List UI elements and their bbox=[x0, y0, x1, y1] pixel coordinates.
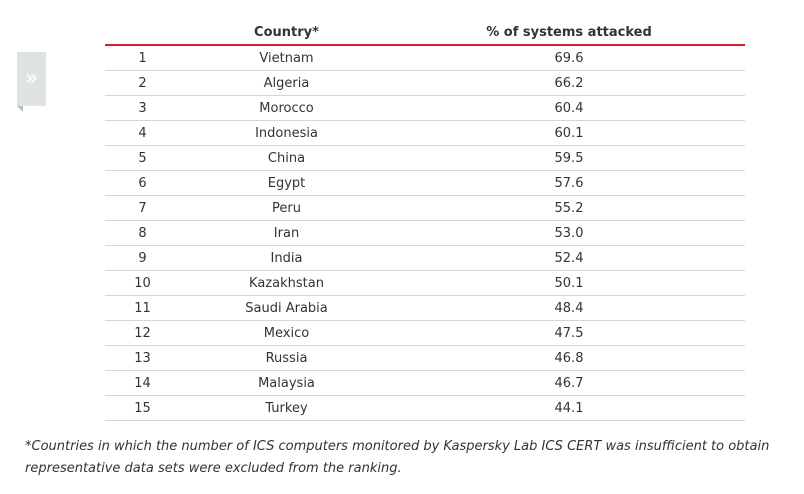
percent-cell: 69.6 bbox=[393, 45, 745, 71]
rank-cell: 5 bbox=[105, 145, 180, 171]
rank-cell: 2 bbox=[105, 70, 180, 96]
percent-cell: 59.5 bbox=[393, 145, 745, 171]
table-row: 8 Iran 53.0 bbox=[105, 220, 745, 246]
table-row: 13 Russia 46.8 bbox=[105, 345, 745, 371]
table-row: 14 Malaysia 46.7 bbox=[105, 370, 745, 396]
rank-cell: 4 bbox=[105, 120, 180, 146]
country-cell: Algeria bbox=[180, 70, 393, 96]
country-cell: Vietnam bbox=[180, 45, 393, 71]
percent-cell: 60.1 bbox=[393, 120, 745, 146]
rank-cell: 3 bbox=[105, 95, 180, 121]
footnote: *Countries in which the number of ICS co… bbox=[25, 439, 770, 476]
country-cell: Peru bbox=[180, 195, 393, 221]
rank-cell: 14 bbox=[105, 370, 180, 396]
country-cell: India bbox=[180, 245, 393, 271]
country-cell: Egypt bbox=[180, 170, 393, 196]
double-chevron-right-icon: » bbox=[24, 66, 39, 91]
header-country: Country* bbox=[180, 20, 393, 46]
percent-cell: 46.8 bbox=[393, 345, 745, 371]
country-cell: Indonesia bbox=[180, 120, 393, 146]
table-row: 6 Egypt 57.6 bbox=[105, 170, 745, 196]
table-row: 2 Algeria 66.2 bbox=[105, 70, 745, 96]
header-percent-attacked: % of systems attacked bbox=[393, 20, 745, 46]
rank-cell: 7 bbox=[105, 195, 180, 221]
rank-cell: 15 bbox=[105, 395, 180, 421]
country-cell: Morocco bbox=[180, 95, 393, 121]
rank-cell: 13 bbox=[105, 345, 180, 371]
percent-cell: 57.6 bbox=[393, 170, 745, 196]
ranking-table: Country* % of systems attacked 1 Vietnam 6… bbox=[105, 20, 745, 421]
percent-cell: 60.4 bbox=[393, 95, 745, 121]
side-tab[interactable]: » bbox=[17, 52, 46, 112]
percent-cell: 47.5 bbox=[393, 320, 745, 346]
percent-cell: 50.1 bbox=[393, 270, 745, 296]
country-cell: Iran bbox=[180, 220, 393, 246]
country-cell: Kazakhstan bbox=[180, 270, 393, 296]
rank-cell: 1 bbox=[105, 45, 180, 71]
percent-cell: 55.2 bbox=[393, 195, 745, 221]
rank-cell: 9 bbox=[105, 245, 180, 271]
country-cell: Russia bbox=[180, 345, 393, 371]
table-header-row: Country* % of systems attacked bbox=[105, 20, 745, 46]
percent-cell: 44.1 bbox=[393, 395, 745, 421]
table-row: 10 Kazakhstan 50.1 bbox=[105, 270, 745, 296]
rank-cell: 8 bbox=[105, 220, 180, 246]
table-row: 7 Peru 55.2 bbox=[105, 195, 745, 221]
table-row: 9 India 52.4 bbox=[105, 245, 745, 271]
country-cell: Malaysia bbox=[180, 370, 393, 396]
rank-cell: 6 bbox=[105, 170, 180, 196]
table-row: 12 Mexico 47.5 bbox=[105, 320, 745, 346]
percent-cell: 48.4 bbox=[393, 295, 745, 321]
percent-cell: 53.0 bbox=[393, 220, 745, 246]
percent-cell: 46.7 bbox=[393, 370, 745, 396]
rank-cell: 11 bbox=[105, 295, 180, 321]
header-rank bbox=[105, 20, 180, 46]
rank-cell: 12 bbox=[105, 320, 180, 346]
table-row: 11 Saudi Arabia 48.4 bbox=[105, 295, 745, 321]
percent-cell: 66.2 bbox=[393, 70, 745, 96]
country-cell: Saudi Arabia bbox=[180, 295, 393, 321]
country-cell: China bbox=[180, 145, 393, 171]
table-row: 5 China 59.5 bbox=[105, 145, 745, 171]
country-cell: Mexico bbox=[180, 320, 393, 346]
rank-cell: 10 bbox=[105, 270, 180, 296]
table-body: 1 Vietnam 69.6 2 Algeria 66.2 3 Morocco 60.4 4 Ind… bbox=[105, 45, 745, 421]
percent-cell: 52.4 bbox=[393, 245, 745, 271]
table-row: 15 Turkey 44.1 bbox=[105, 395, 745, 421]
country-cell: Turkey bbox=[180, 395, 393, 421]
table-row: 1 Vietnam 69.6 bbox=[105, 45, 745, 71]
table-row: 4 Indonesia 60.1 bbox=[105, 120, 745, 146]
table-row: 3 Morocco 60.4 bbox=[105, 95, 745, 121]
